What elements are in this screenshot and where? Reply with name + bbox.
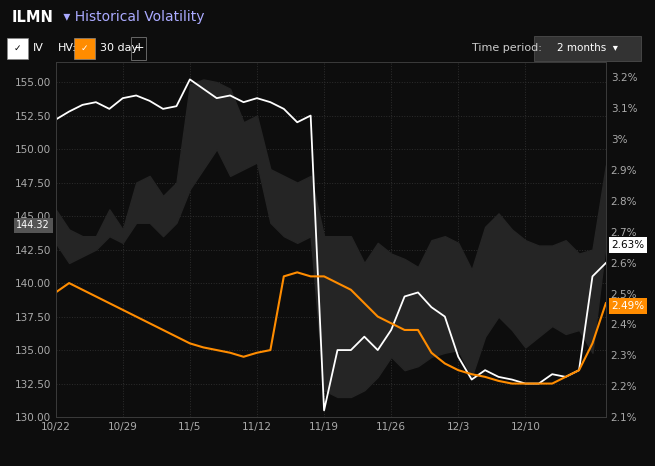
Text: 30 day: 30 day bbox=[100, 43, 138, 53]
Text: ✓: ✓ bbox=[81, 43, 88, 52]
Text: 2 months  ▾: 2 months ▾ bbox=[557, 43, 618, 53]
Text: HV:: HV: bbox=[58, 43, 77, 53]
Text: ILMN: ILMN bbox=[12, 10, 54, 25]
Text: Time period:: Time period: bbox=[472, 43, 542, 53]
Text: ✓: ✓ bbox=[13, 43, 21, 52]
Text: 2.63%: 2.63% bbox=[611, 240, 645, 250]
Text: ▾ Historical Volatility: ▾ Historical Volatility bbox=[59, 10, 204, 25]
FancyBboxPatch shape bbox=[7, 38, 28, 59]
FancyBboxPatch shape bbox=[534, 36, 641, 61]
Text: 2.49%: 2.49% bbox=[611, 302, 645, 311]
Text: IV: IV bbox=[33, 43, 44, 53]
Text: +: + bbox=[133, 41, 144, 55]
Text: 144.32: 144.32 bbox=[16, 220, 50, 230]
FancyBboxPatch shape bbox=[74, 38, 95, 59]
